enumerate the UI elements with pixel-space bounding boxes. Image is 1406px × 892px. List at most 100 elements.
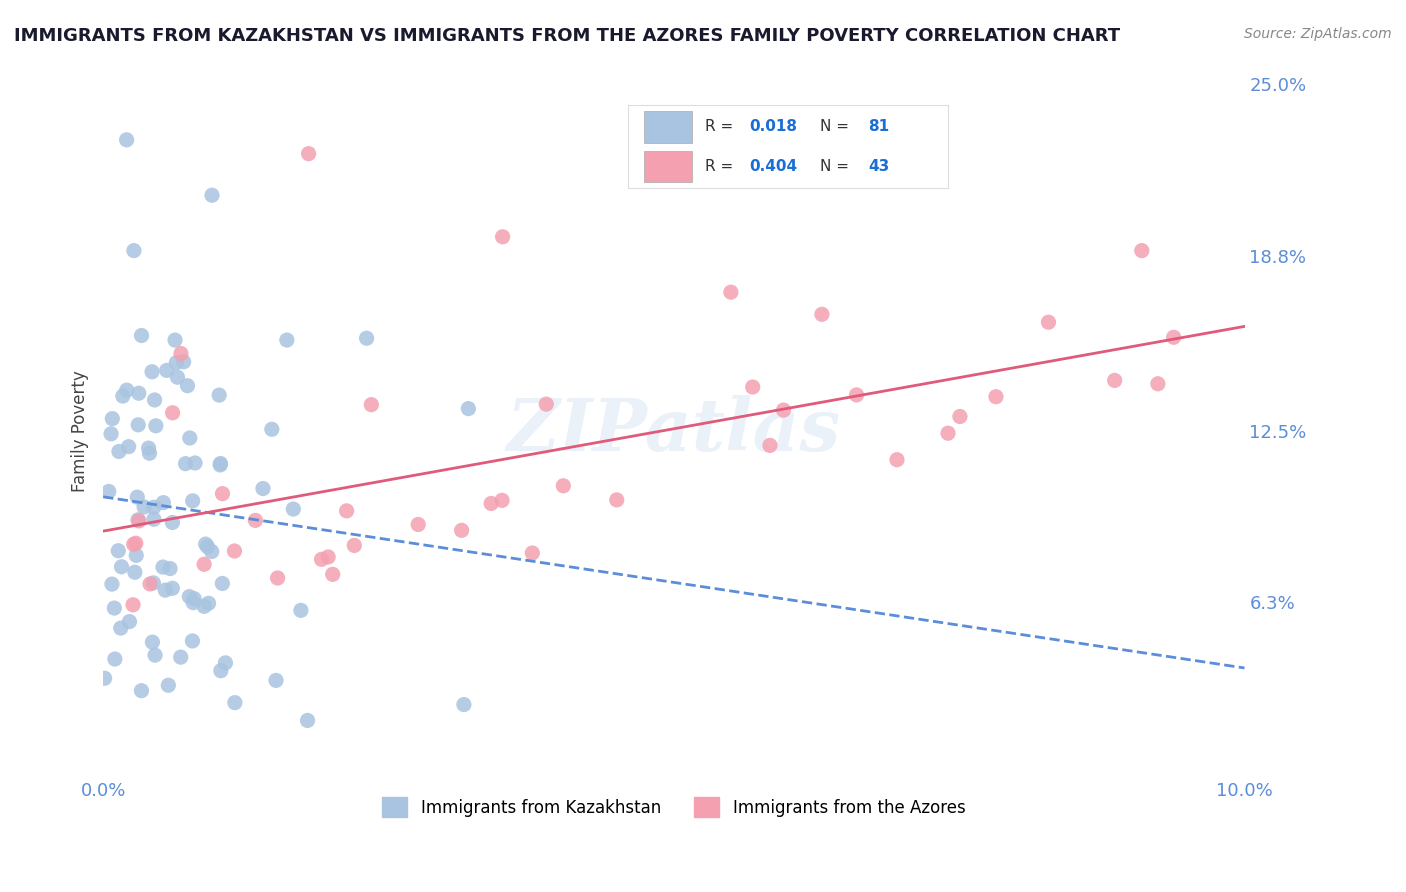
Point xyxy=(122,598,145,612)
Point xyxy=(201,544,224,558)
Point xyxy=(949,409,972,424)
Point xyxy=(197,540,219,554)
Point xyxy=(128,514,150,528)
Point xyxy=(1104,373,1126,387)
Point xyxy=(201,188,224,202)
Point xyxy=(283,502,305,516)
Point xyxy=(936,426,959,441)
Point xyxy=(142,512,165,526)
Point xyxy=(290,603,312,617)
Point xyxy=(214,656,236,670)
Point xyxy=(107,543,129,558)
Point xyxy=(845,388,868,402)
Point xyxy=(183,591,205,606)
Point xyxy=(184,456,207,470)
Point xyxy=(139,577,162,591)
Point xyxy=(176,378,198,392)
Point xyxy=(208,388,231,402)
Point xyxy=(252,482,274,496)
Point xyxy=(457,401,479,416)
Point xyxy=(170,346,193,360)
Point xyxy=(142,575,165,590)
Point xyxy=(491,229,513,244)
Point xyxy=(193,558,215,572)
Point xyxy=(93,671,115,685)
Point xyxy=(553,479,575,493)
Point xyxy=(606,492,628,507)
Point xyxy=(741,380,763,394)
Point xyxy=(162,582,184,596)
Point xyxy=(111,389,134,403)
Point xyxy=(101,411,124,425)
Point xyxy=(209,457,232,471)
Point xyxy=(143,648,166,662)
Point xyxy=(152,560,174,574)
Point xyxy=(118,615,141,629)
Point xyxy=(1147,376,1170,391)
Point xyxy=(479,496,502,510)
Point xyxy=(336,504,359,518)
Point xyxy=(173,355,195,369)
Point xyxy=(194,537,217,551)
Point xyxy=(720,285,742,300)
Point xyxy=(297,146,319,161)
Point xyxy=(356,331,378,345)
Point xyxy=(103,601,125,615)
Point xyxy=(276,333,298,347)
Point xyxy=(197,596,219,610)
Point xyxy=(322,567,344,582)
Point xyxy=(159,561,181,575)
Point xyxy=(209,664,232,678)
Point xyxy=(179,431,201,445)
Point xyxy=(193,599,215,614)
Point xyxy=(138,441,160,455)
Point xyxy=(110,559,132,574)
Point xyxy=(224,544,246,558)
Point xyxy=(181,596,204,610)
Point xyxy=(406,517,429,532)
Point xyxy=(101,577,124,591)
Point xyxy=(174,457,197,471)
Point xyxy=(165,356,187,370)
Point xyxy=(224,696,246,710)
Point xyxy=(141,635,163,649)
Point xyxy=(984,390,1007,404)
Text: Source: ZipAtlas.com: Source: ZipAtlas.com xyxy=(1244,27,1392,41)
Point xyxy=(360,398,382,412)
Point xyxy=(266,571,288,585)
Point xyxy=(152,495,174,509)
Point xyxy=(143,392,166,407)
Point xyxy=(117,440,139,454)
Point xyxy=(759,438,782,452)
Point xyxy=(181,493,204,508)
Point xyxy=(128,386,150,401)
Point xyxy=(131,683,153,698)
Point xyxy=(245,513,267,527)
Point xyxy=(142,500,165,515)
Point xyxy=(141,365,163,379)
Point xyxy=(522,546,544,560)
Point xyxy=(134,500,156,514)
Point xyxy=(145,418,167,433)
Point xyxy=(1163,330,1185,344)
Point xyxy=(122,537,145,551)
Point xyxy=(162,516,184,530)
Point xyxy=(772,403,794,417)
Point xyxy=(181,634,204,648)
Text: ZIPatlas: ZIPatlas xyxy=(506,395,841,467)
Point xyxy=(211,486,233,500)
Point xyxy=(127,417,149,432)
Point xyxy=(450,524,472,538)
Point xyxy=(166,370,188,384)
Point xyxy=(536,397,558,411)
Point xyxy=(1130,244,1153,258)
Point xyxy=(163,333,186,347)
Point xyxy=(131,328,153,343)
Point xyxy=(211,576,233,591)
Y-axis label: Family Poverty: Family Poverty xyxy=(72,370,89,491)
Point xyxy=(127,513,149,527)
Point xyxy=(170,650,193,665)
Point xyxy=(115,133,138,147)
Point xyxy=(125,549,148,563)
Point xyxy=(311,552,333,566)
